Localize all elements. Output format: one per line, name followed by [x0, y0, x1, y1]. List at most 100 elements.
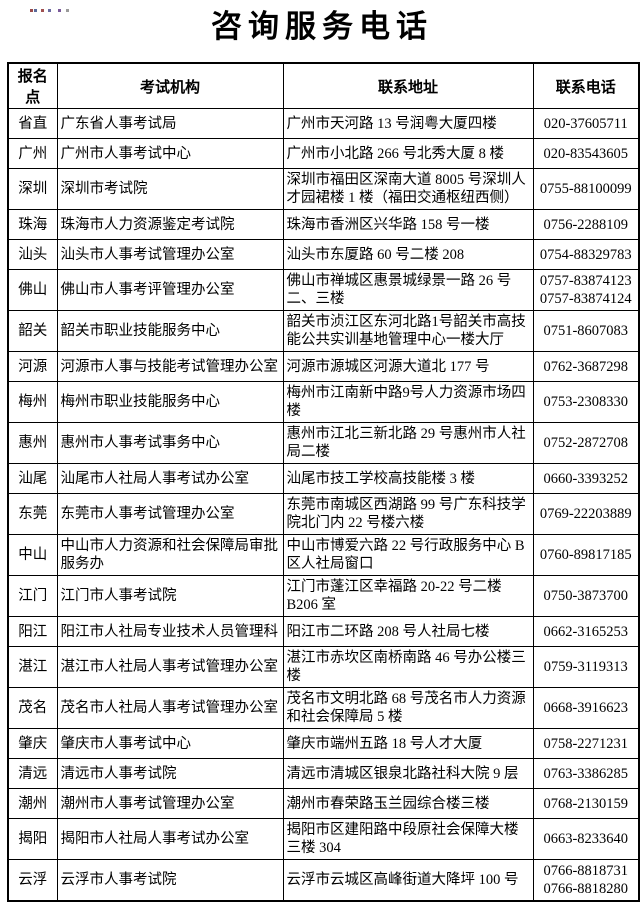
- registration-point-cell: 汕尾: [7, 463, 58, 494]
- phone-number: 0662-3165253: [543, 623, 629, 640]
- contact-address-cell: 梅州市江南新中路9号人力资源市场四楼: [282, 381, 534, 423]
- table-row: 深圳 深圳市考试院 深圳市福田区深南大道 8005 号深圳人才园裙楼 1 楼（福田交…: [7, 168, 640, 210]
- column-header-registration-point: 报名点: [7, 62, 58, 109]
- column-header-contact-phone: 联系电话: [532, 62, 640, 109]
- exam-institution-cell: 阳江市人社局专业技术人员管理科: [56, 616, 284, 647]
- exam-institution-cell: 中山市人力资源和社会保障局审批服务办: [56, 534, 284, 576]
- contact-address-cell: 江门市蓬江区幸福路 20-22 号二楼 B206 室: [282, 575, 534, 617]
- table-row: 肇庆 肇庆市人事考试中心 肇庆市端州五路 18 号人才大厦 0758-2271231: [7, 728, 640, 759]
- table-row: 湛江 湛江市人社局人事考试管理办公室 湛江市赤坎区南桥南路 46 号办公楼三楼 075…: [7, 646, 640, 688]
- registration-point-cell: 广州: [7, 138, 58, 169]
- contact-phone-cell: 0756-2288109: [532, 209, 640, 240]
- table-row: 汕头 汕头市人事考试管理办公室 汕头市东厦路 60 号二楼 208 0754-8832…: [7, 239, 640, 270]
- artifact-dot: [30, 9, 33, 12]
- registration-point-cell: 珠海: [7, 209, 58, 240]
- contact-address-cell: 广州市小北路 266 号北秀大厦 8 楼: [282, 138, 534, 169]
- contact-phone-cell: 0762-3687298: [532, 351, 640, 382]
- registration-point-cell: 江门: [7, 575, 58, 617]
- contact-address-cell: 河源市源城区河源大道北 177 号: [282, 351, 534, 382]
- registration-point-cell: 茂名: [7, 687, 58, 729]
- registration-point-cell: 佛山: [7, 269, 58, 311]
- exam-institution-cell: 湛江市人社局人事考试管理办公室: [56, 646, 284, 688]
- phone-number: 0766-8818280: [543, 881, 629, 897]
- phone-number: 0756-2288109: [543, 216, 629, 233]
- contact-address-cell: 佛山市禅城区惠景城绿景一路 26 号二、三楼: [282, 269, 534, 311]
- exam-institution-cell: 东莞市人事考试管理办公室: [56, 493, 284, 535]
- phone-number: 0763-3386285: [543, 765, 629, 782]
- phone-number: 0660-3393252: [543, 470, 629, 487]
- contact-phone-cell: 0753-2308330: [532, 381, 640, 423]
- registration-point-cell: 东莞: [7, 493, 58, 535]
- table-row: 潮州 潮州市人事考试管理办公室 潮州市春荣路玉兰园综合楼三楼 0768-2130159: [7, 788, 640, 819]
- column-header-exam-institution: 考试机构: [56, 62, 284, 109]
- exam-institution-cell: 江门市人事考试院: [56, 575, 284, 617]
- phone-number: 0755-88100099: [539, 181, 632, 197]
- contact-address-cell: 潮州市春荣路玉兰园综合楼三楼: [282, 788, 534, 819]
- contact-phone-cell: 0668-3916623: [532, 687, 640, 729]
- exam-institution-cell: 深圳市考试院: [56, 168, 284, 210]
- contact-address-cell: 揭阳市区建阳路中段原社会保障大楼三楼 304: [282, 818, 534, 860]
- table-row: 江门 江门市人事考试院 江门市蓬江区幸福路 20-22 号二楼 B206 室 0750…: [7, 575, 640, 617]
- contact-address-cell: 中山市博爱六路 22 号行政服务中心 B 区人社局窗口: [282, 534, 534, 576]
- contact-phone-cell: 0754-88329783: [532, 239, 640, 270]
- contact-address-cell: 茂名市文明北路 68 号茂名市人力资源和社会保障局 5 楼: [282, 687, 534, 729]
- phone-number: 0754-88329783: [539, 246, 632, 263]
- table-row: 河源 河源市人事与技能考试管理办公室 河源市源城区河源大道北 177 号 0762-3…: [7, 351, 640, 382]
- contact-phone-cell: 0768-2130159: [532, 788, 640, 819]
- registration-point-cell: 潮州: [7, 788, 58, 819]
- phone-number: 020-37605711: [543, 115, 628, 132]
- exam-institution-cell: 云浮市人事考试院: [56, 859, 284, 902]
- table-row: 揭阳 揭阳市人社局人事考试办公室 揭阳市区建阳路中段原社会保障大楼三楼 304 066…: [7, 818, 640, 860]
- exam-institution-cell: 揭阳市人社局人事考试办公室: [56, 818, 284, 860]
- phone-number: 0750-3873700: [543, 588, 629, 604]
- contact-phone-cell: 0769-22203889: [532, 493, 640, 535]
- registration-point-cell: 省直: [7, 108, 58, 139]
- column-header-contact-address: 联系地址: [282, 62, 534, 109]
- registration-point-cell: 阳江: [7, 616, 58, 647]
- contact-address-cell: 惠州市江北三新北路 29 号惠州市人社局二楼: [282, 422, 534, 464]
- contact-address-cell: 广州市天河路 13 号润粤大厦四楼: [282, 108, 534, 139]
- phone-number: 0759-3119313: [543, 659, 628, 675]
- table-row: 韶关 韶关市职业技能服务中心 韶关市浈江区东河北路1号韶关市高技能公共实训基地管理中…: [7, 310, 640, 352]
- contact-phone-cell: 020-37605711: [532, 108, 640, 139]
- contact-phone-cell: 0760-89817185: [532, 534, 640, 576]
- contact-phone-cell: 0752-2872708: [532, 422, 640, 464]
- registration-point-cell: 云浮: [7, 859, 58, 902]
- table-row: 惠州 惠州市人事考试事务中心 惠州市江北三新北路 29 号惠州市人社局二楼 0752-…: [7, 422, 640, 464]
- phone-number: 020-83543605: [543, 145, 629, 162]
- exam-institution-cell: 清远市人事考试院: [56, 758, 284, 789]
- contact-address-cell: 珠海市香洲区兴华路 158 号一楼: [282, 209, 534, 240]
- contact-address-cell: 东莞市南城区西湖路 99 号广东科技学院北门内 22 号楼六楼: [282, 493, 534, 535]
- table-row: 佛山 佛山市人事考评管理办公室 佛山市禅城区惠景城绿景一路 26 号二、三楼 0757…: [7, 269, 640, 311]
- phone-number: 0751-8607083: [543, 323, 629, 339]
- table-row: 清远 清远市人事考试院 清远市清城区银泉北路社科大院 9 层 0763-3386285: [7, 758, 640, 789]
- contact-address-cell: 云浮市云城区高峰街道大降坪 100 号: [282, 859, 534, 902]
- contact-phone-cell: 0758-2271231: [532, 728, 640, 759]
- exam-institution-cell: 广东省人事考试局: [56, 108, 284, 139]
- registration-point-cell: 汕头: [7, 239, 58, 270]
- contact-phone-cell: 0663-8233640: [532, 818, 640, 860]
- artifact-dot: [58, 9, 61, 12]
- exam-institution-cell: 佛山市人事考评管理办公室: [56, 269, 284, 311]
- contact-address-cell: 肇庆市端州五路 18 号人才大厦: [282, 728, 534, 759]
- registration-point-cell: 清远: [7, 758, 58, 789]
- registration-point-cell: 揭阳: [7, 818, 58, 860]
- registration-point-cell: 河源: [7, 351, 58, 382]
- exam-institution-cell: 汕尾市人社局人事考试办公室: [56, 463, 284, 494]
- table-row: 中山 中山市人力资源和社会保障局审批服务办 中山市博爱六路 22 号行政服务中心 B…: [7, 534, 640, 576]
- artifact-dot: [41, 9, 44, 12]
- exam-institution-cell: 韶关市职业技能服务中心: [56, 310, 284, 352]
- table-row: 汕尾 汕尾市人社局人事考试办公室 汕尾市技工学校高技能楼 3 楼 0660-33932…: [7, 463, 640, 494]
- phone-number: 0758-2271231: [543, 735, 629, 752]
- contact-phone-table: 报名点 考试机构 联系地址 联系电话 省直 广东省人事考试局 广州市天河路 13 号…: [7, 62, 640, 902]
- exam-institution-cell: 珠海市人力资源鉴定考试院: [56, 209, 284, 240]
- artifact-dot: [48, 9, 51, 12]
- registration-point-cell: 惠州: [7, 422, 58, 464]
- exam-institution-cell: 潮州市人事考试管理办公室: [56, 788, 284, 819]
- phone-number: 0769-22203889: [539, 506, 632, 522]
- exam-institution-cell: 茂名市人社局人事考试管理办公室: [56, 687, 284, 729]
- table-header-row: 报名点 考试机构 联系地址 联系电话: [7, 62, 640, 109]
- contact-phone-cell: 0662-3165253: [532, 616, 640, 647]
- table-row: 东莞 东莞市人事考试管理办公室 东莞市南城区西湖路 99 号广东科技学院北门内 22…: [7, 493, 640, 535]
- contact-phone-cell: 0755-88100099: [532, 168, 640, 210]
